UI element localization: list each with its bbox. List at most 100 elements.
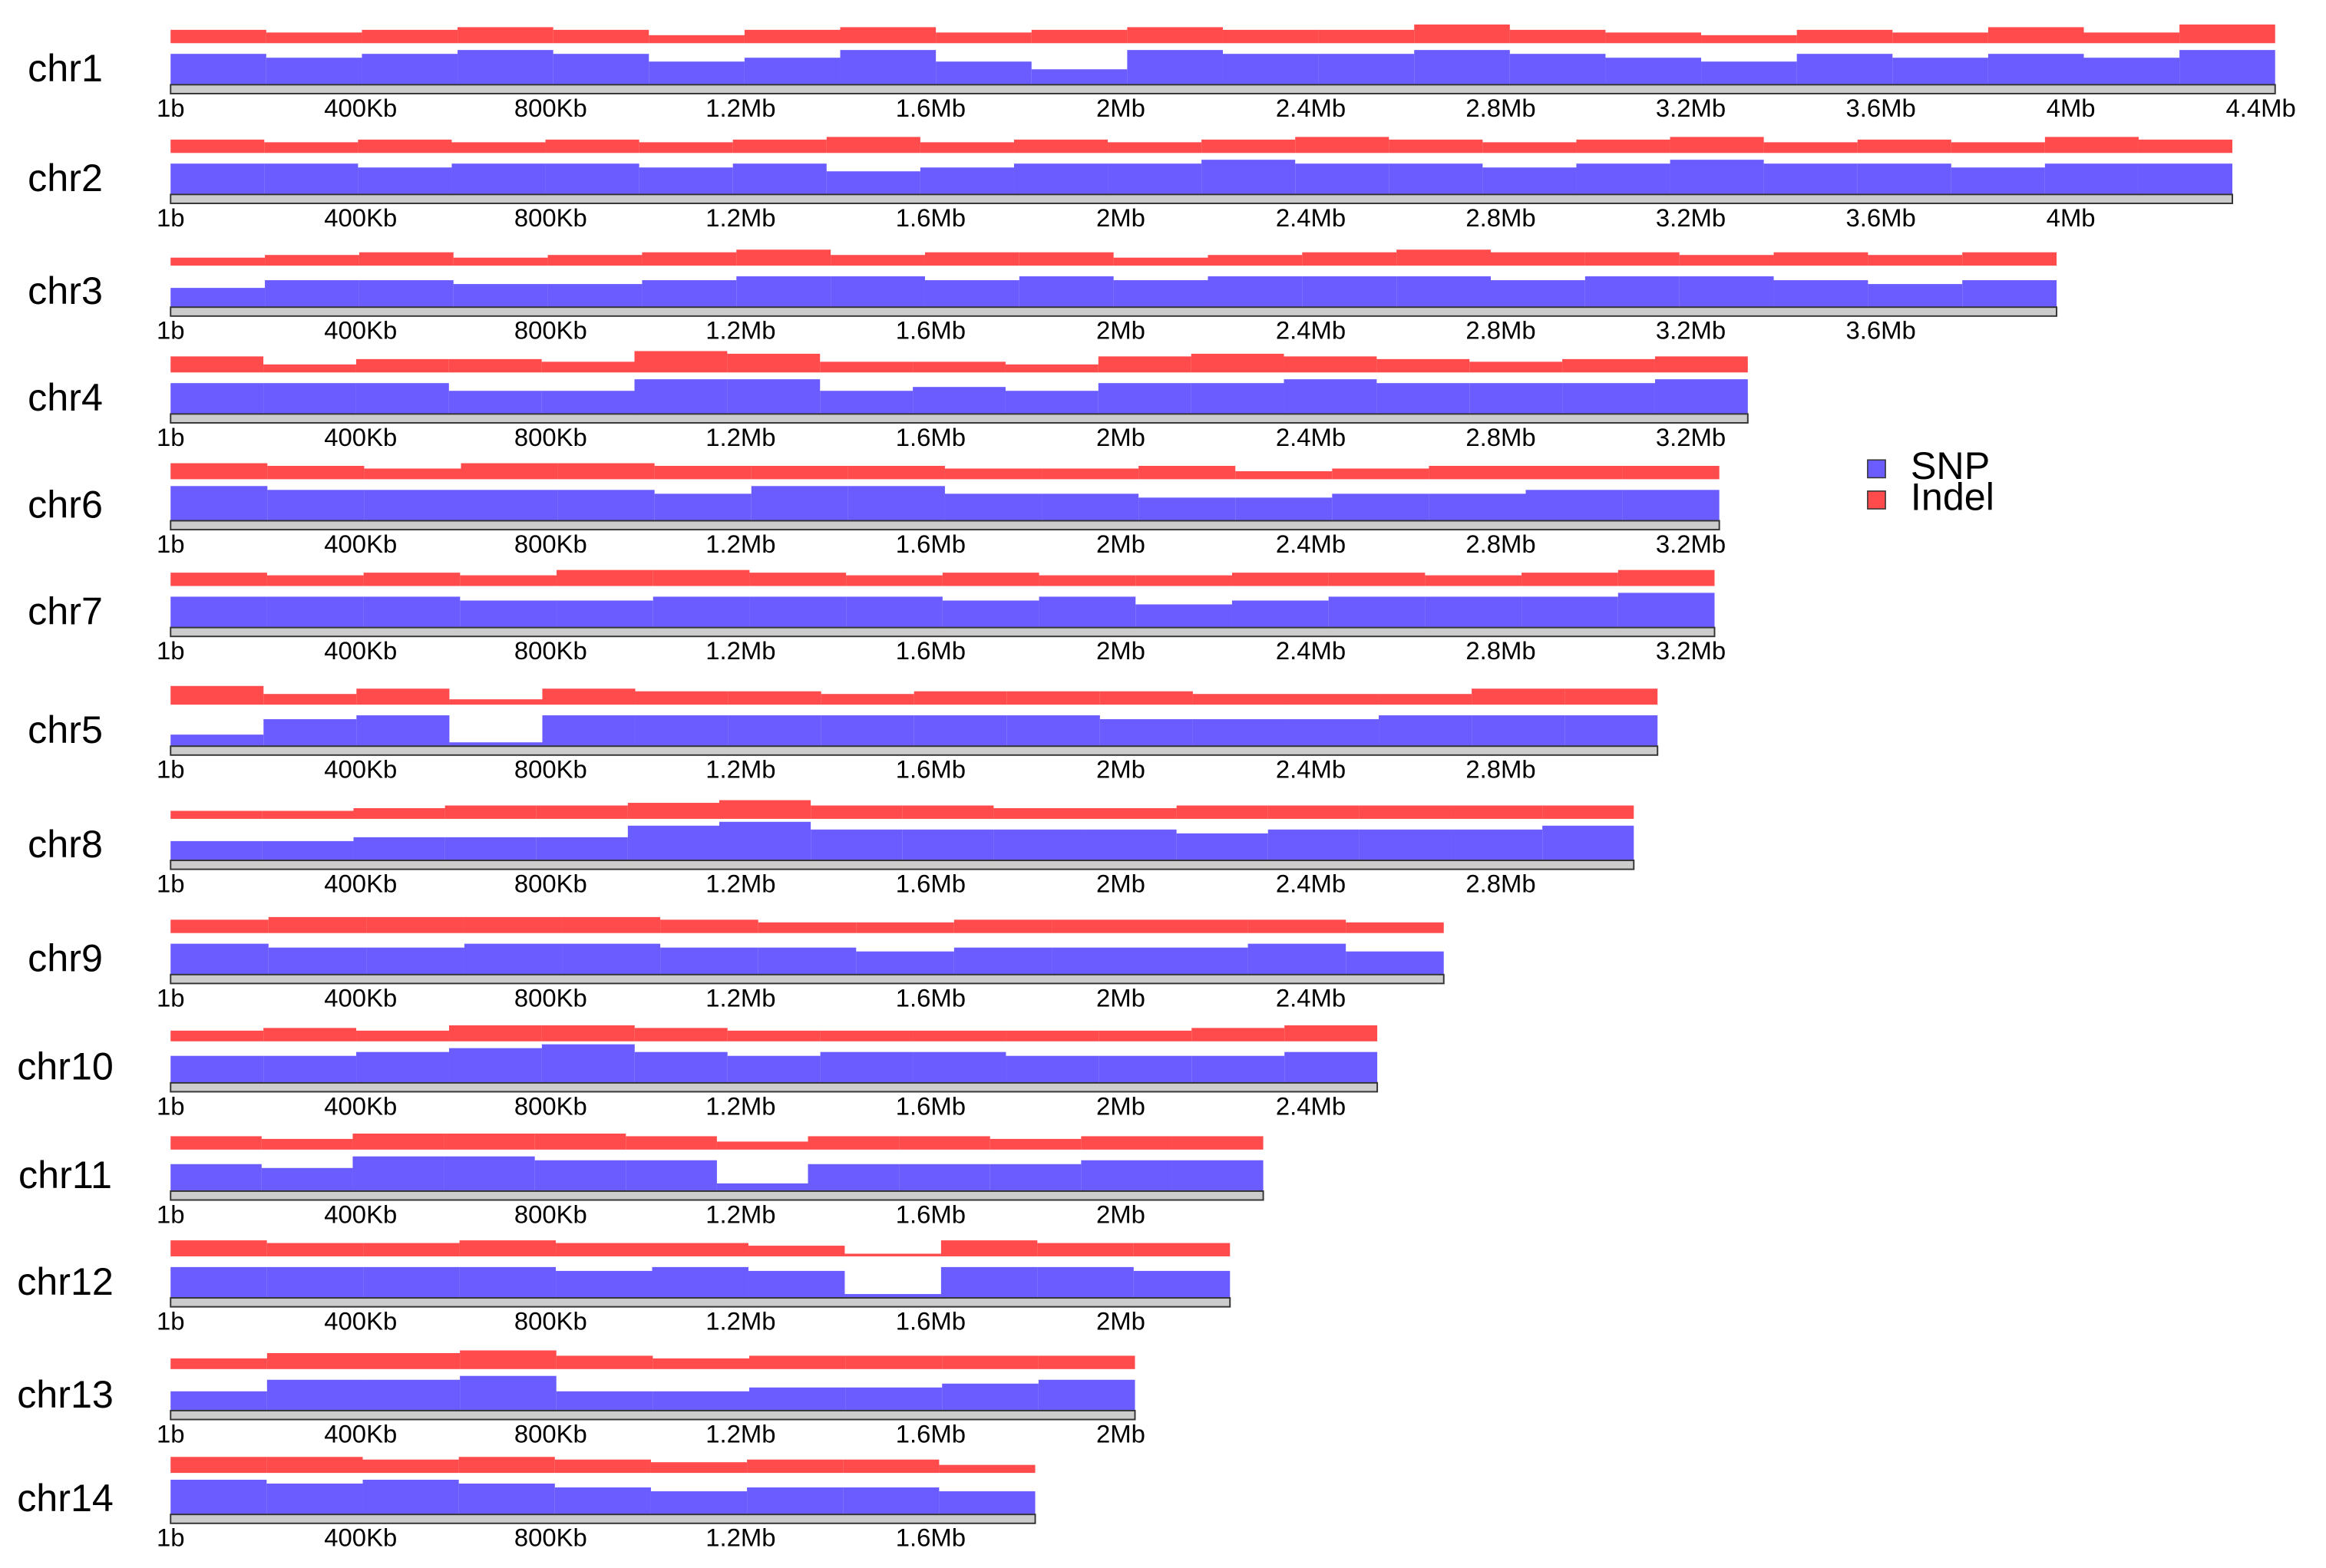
snp-bar <box>553 54 649 85</box>
x-tick-label: 2Mb <box>1096 870 1145 898</box>
indel-bar <box>170 29 266 44</box>
indel-bar <box>1701 35 1797 44</box>
snp-bar <box>653 596 750 628</box>
indel-bar <box>856 922 954 933</box>
snp-bar <box>627 825 719 861</box>
indel-bar <box>1346 922 1444 933</box>
chromosome-label: chr1 <box>28 47 103 90</box>
x-tick-label: 800Kb <box>514 203 587 232</box>
x-tick-label: 2Mb <box>1096 1419 1145 1448</box>
snp-bar <box>1451 829 1543 861</box>
indel-bar <box>170 1457 267 1474</box>
snp-bar <box>990 1164 1082 1191</box>
snp-bar <box>366 947 464 975</box>
indel-bar <box>1247 919 1346 933</box>
indel-bar <box>262 810 354 819</box>
indel-bar <box>545 139 639 153</box>
indel-bar <box>748 1246 845 1256</box>
indel-bar <box>170 1358 267 1369</box>
indel-bar <box>993 807 1085 819</box>
indel-bar <box>936 32 1032 44</box>
x-tick-label: 1b <box>157 94 185 122</box>
indel-bar <box>264 142 358 153</box>
snp-bar <box>660 947 758 975</box>
snp-bar <box>1191 1055 1285 1083</box>
snp-bar <box>1191 383 1284 414</box>
legend-swatch <box>1867 490 1886 510</box>
snp-bar <box>547 284 643 308</box>
indel-bar <box>547 255 643 266</box>
x-tick-label: 1b <box>157 1523 185 1552</box>
x-tick-label: 2.4Mb <box>1276 423 1346 451</box>
indel-bar <box>736 249 831 266</box>
snp-bar <box>557 600 653 628</box>
indel-bar <box>732 139 827 153</box>
chromosome-label: chr11 <box>18 1154 112 1197</box>
snp-bar <box>266 596 364 628</box>
snp-bar <box>856 951 954 975</box>
indel-bar <box>1328 573 1426 586</box>
indel-bar <box>1654 356 1748 373</box>
indel-bar <box>1013 139 1108 153</box>
snp-bar <box>554 1487 651 1515</box>
x-tick-label: 1.6Mb <box>896 1419 966 1448</box>
snp-bar <box>1013 163 1108 195</box>
snp-bar <box>942 1383 1039 1411</box>
indel-bar <box>1150 919 1248 933</box>
indel-bar <box>449 699 543 705</box>
indel-bar <box>1763 142 1858 153</box>
snp-bar <box>444 1156 535 1191</box>
indel-bar <box>170 919 269 933</box>
snp-bar <box>1622 490 1720 521</box>
snp-bar <box>747 1487 844 1515</box>
indel-bar <box>942 573 1039 586</box>
indel-bar <box>556 1243 653 1256</box>
snp-bar <box>1773 280 1868 308</box>
chromosome-bar <box>170 1190 1264 1201</box>
snp-bar <box>846 596 943 628</box>
indel-bar <box>453 257 548 266</box>
x-tick-label: 1.2Mb <box>705 755 775 784</box>
snp-bar <box>913 387 1006 414</box>
x-tick-label: 1b <box>157 1419 185 1448</box>
snp-bar <box>820 391 914 414</box>
indel-bar <box>1482 142 1577 153</box>
chromosome-label: chr3 <box>28 269 103 312</box>
x-tick-label: 400Kb <box>324 1419 397 1448</box>
chromosome-label: chr5 <box>28 708 103 751</box>
indel-bar <box>1425 575 1522 586</box>
indel-bar <box>1099 691 1193 705</box>
indel-bar <box>844 1253 941 1256</box>
indel-bar <box>1284 356 1377 373</box>
indel-bar <box>1235 470 1333 480</box>
indel-bar <box>751 466 848 480</box>
snp-bar <box>744 58 841 85</box>
indel-bar <box>263 364 356 373</box>
indel-bar <box>170 356 264 373</box>
indel-bar <box>899 1136 990 1150</box>
x-tick-label: 1.2Mb <box>705 1523 775 1552</box>
snp-bar <box>1868 284 1963 308</box>
snp-bar <box>831 276 925 308</box>
indel-bar <box>727 1030 821 1041</box>
indel-bar <box>639 142 733 153</box>
snp-bar <box>845 1387 943 1411</box>
indel-bar <box>1039 575 1136 586</box>
indel-bar <box>1332 468 1429 480</box>
indel-bar <box>820 361 914 373</box>
chromosome-bar <box>170 520 1720 531</box>
snp-bar <box>1006 1055 1099 1083</box>
snp-bar <box>1052 947 1151 975</box>
indel-bar <box>940 1240 1038 1256</box>
indel-bar <box>459 1240 557 1256</box>
x-tick-label: 800Kb <box>514 1307 587 1335</box>
indel-bar <box>1042 468 1139 480</box>
indel-bar <box>261 1138 353 1150</box>
indel-bar <box>719 800 811 819</box>
indel-bar <box>363 573 461 586</box>
snp-bar <box>262 840 354 861</box>
indel-bar <box>1085 807 1177 819</box>
x-tick-label: 400Kb <box>324 983 397 1012</box>
snp-bar <box>1951 167 2045 195</box>
